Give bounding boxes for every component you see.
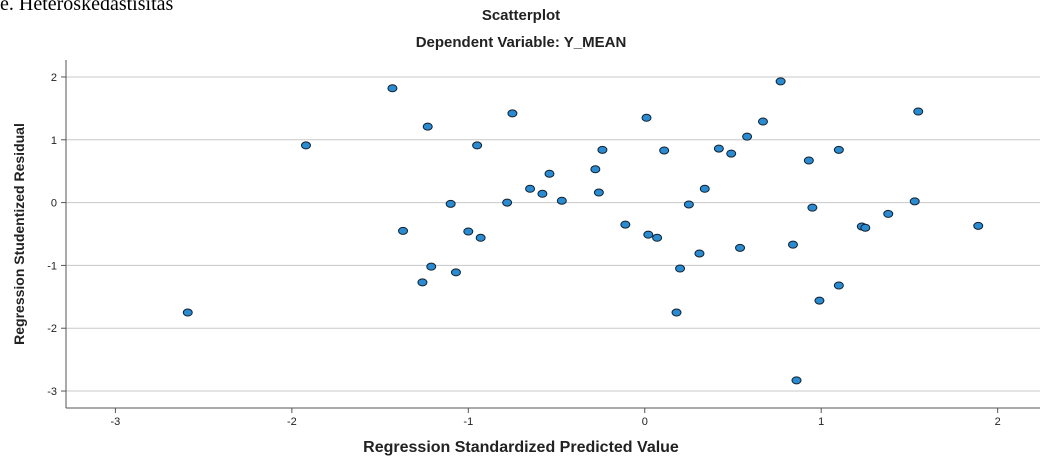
point xyxy=(597,145,608,154)
y-tick-label: 0 xyxy=(51,198,57,210)
point xyxy=(620,220,631,229)
y-axis-title: Regression Studentized Residual xyxy=(11,123,27,345)
point xyxy=(422,122,433,131)
y-tick-label: 1 xyxy=(51,135,57,147)
x-tick-label: -3 xyxy=(111,416,121,428)
y-tick-label: -2 xyxy=(47,323,57,335)
point xyxy=(475,233,486,242)
point xyxy=(590,165,601,174)
point xyxy=(525,184,536,193)
x-tick-label: 2 xyxy=(995,416,1001,428)
point xyxy=(463,227,474,236)
point xyxy=(671,308,682,317)
point xyxy=(699,184,710,193)
point xyxy=(507,109,518,118)
point xyxy=(742,132,753,141)
point xyxy=(502,198,513,207)
point xyxy=(787,240,798,249)
y-tick-label: -3 xyxy=(47,386,57,398)
point xyxy=(387,84,398,93)
point xyxy=(757,117,768,126)
chart-title: Scatterplot xyxy=(482,7,560,24)
point xyxy=(472,141,483,150)
point xyxy=(807,203,818,212)
x-tick-label: 0 xyxy=(642,416,648,428)
point xyxy=(398,226,409,235)
point xyxy=(652,233,663,242)
chart-subtitle: Dependent Variable: Y_MEAN xyxy=(416,34,627,51)
point xyxy=(860,223,871,232)
point xyxy=(556,196,567,205)
point xyxy=(883,209,894,218)
point xyxy=(675,264,686,273)
point xyxy=(544,169,555,178)
point xyxy=(726,149,737,158)
x-tick-label: -2 xyxy=(287,416,297,428)
point xyxy=(593,188,604,197)
point xyxy=(182,308,193,317)
point xyxy=(445,199,456,208)
point xyxy=(913,107,924,116)
point xyxy=(973,221,984,230)
point xyxy=(417,278,428,287)
point xyxy=(641,113,652,122)
y-tick-label: -1 xyxy=(47,260,57,272)
point xyxy=(735,243,746,252)
x-axis-title: Regression Standardized Predicted Value xyxy=(363,439,679,456)
point xyxy=(683,200,694,209)
point xyxy=(833,281,844,290)
point xyxy=(791,376,802,385)
point xyxy=(300,141,311,150)
point xyxy=(450,268,461,277)
point xyxy=(659,146,670,155)
point xyxy=(775,77,786,86)
point xyxy=(694,249,705,258)
point xyxy=(426,262,437,271)
point xyxy=(909,197,920,206)
point xyxy=(833,145,844,154)
point xyxy=(537,189,548,198)
point xyxy=(814,296,825,305)
caption: e. Heteroskedastisitas xyxy=(0,0,173,15)
x-tick-label: 1 xyxy=(818,416,824,428)
x-tick-label: -1 xyxy=(463,416,473,428)
point xyxy=(803,156,814,165)
point xyxy=(643,230,654,239)
point xyxy=(713,144,724,153)
y-tick-label: 2 xyxy=(51,72,57,84)
